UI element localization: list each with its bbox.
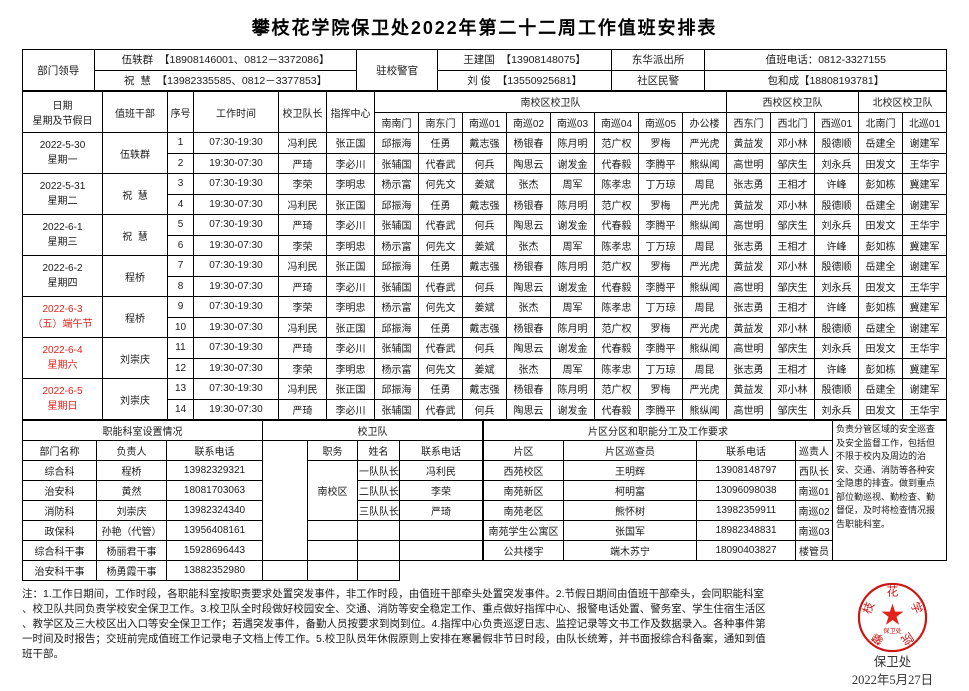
svg-text:保卫处: 保卫处 — [883, 626, 902, 634]
svg-text:花: 花 — [886, 584, 898, 598]
